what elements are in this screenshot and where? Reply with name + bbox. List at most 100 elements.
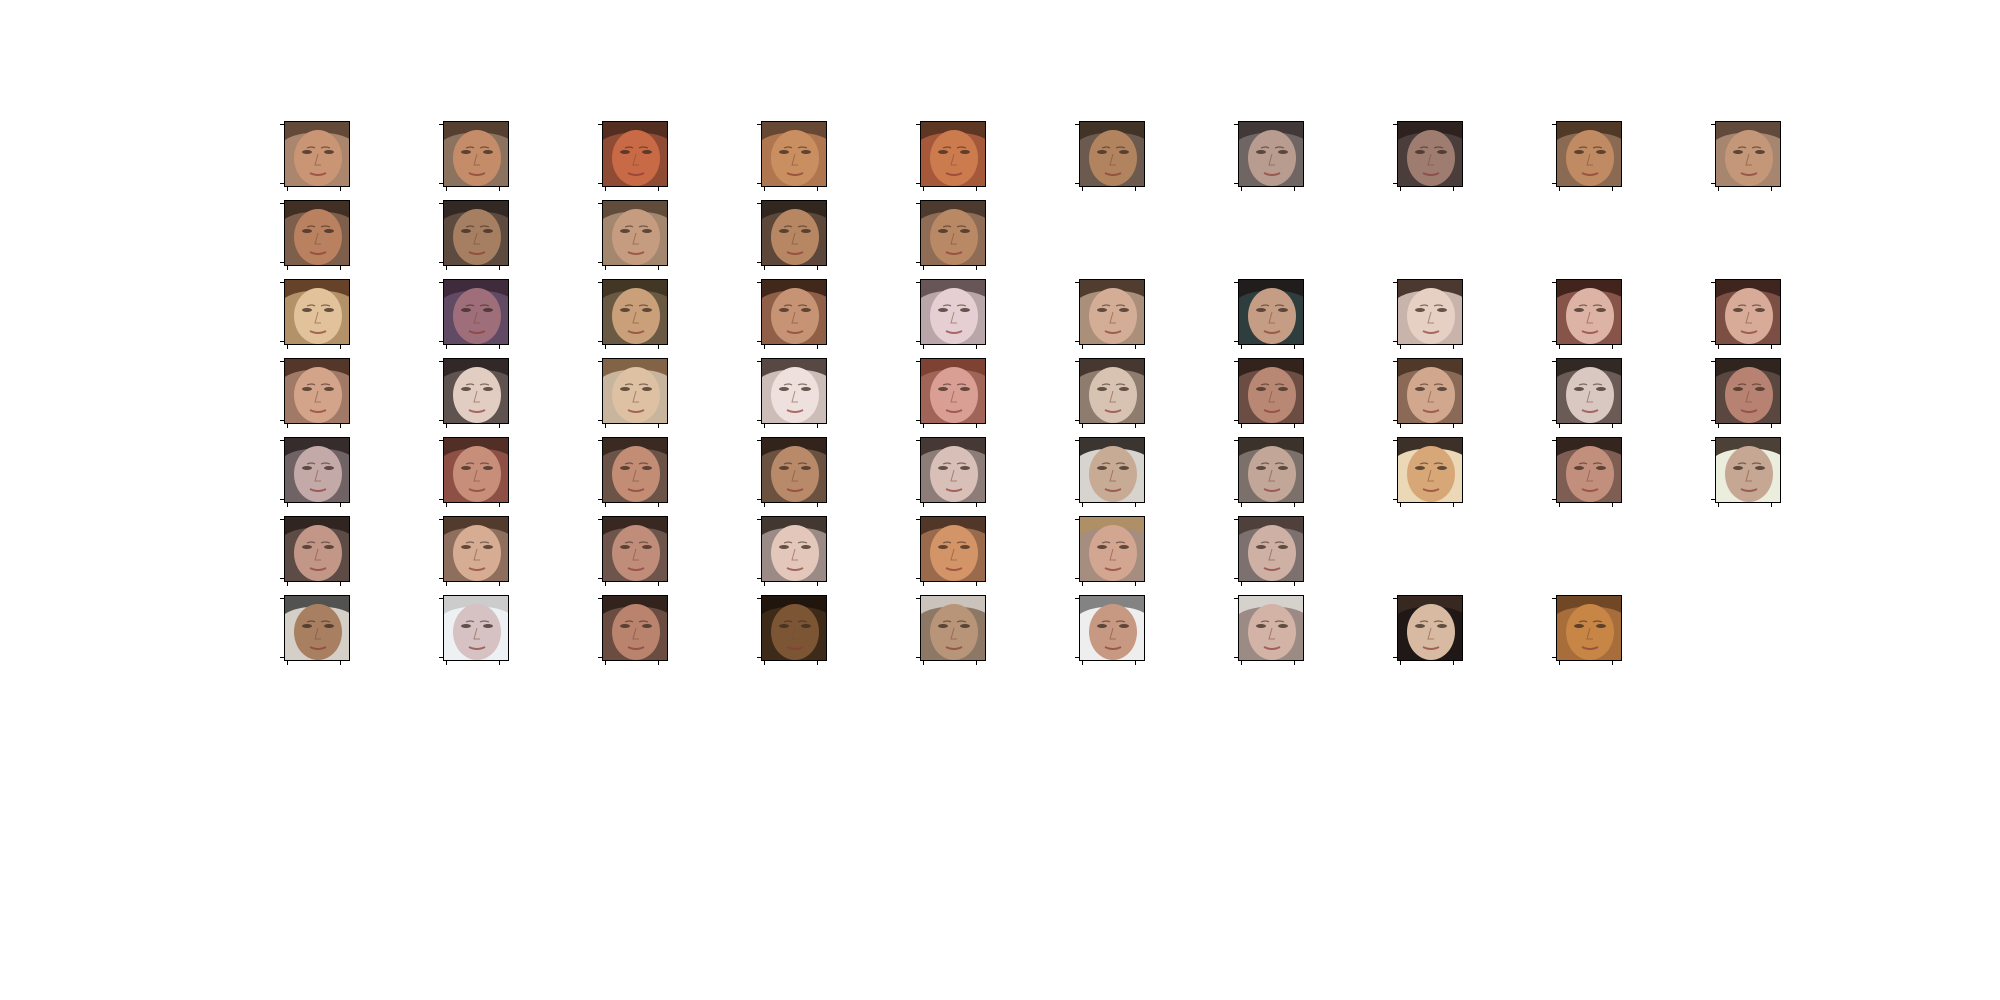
axis-tick (764, 503, 765, 507)
face-image (1239, 596, 1303, 660)
axis-tick (1711, 183, 1715, 184)
axis-tick (1234, 420, 1238, 421)
face-image (444, 517, 508, 581)
axis-tick (1075, 657, 1079, 658)
axis-tick (598, 361, 602, 362)
face-image (603, 596, 667, 660)
axis-tick (1552, 440, 1556, 441)
axis-tick (1082, 661, 1083, 665)
axis-tick (1559, 187, 1560, 191)
axis-tick (1075, 499, 1079, 500)
axis-tick (499, 266, 500, 270)
face-image (444, 596, 508, 660)
face-image (921, 359, 985, 423)
face-thumbnail (1075, 279, 1145, 349)
axis-tick (499, 503, 500, 507)
face-thumbnail (1234, 279, 1304, 349)
axis-tick (923, 503, 924, 507)
face-thumbnail (757, 358, 827, 428)
axis-tick (605, 187, 606, 191)
face-image (921, 517, 985, 581)
axis-tick (757, 341, 761, 342)
axis-tick (923, 661, 924, 665)
axis-tick (1711, 124, 1715, 125)
face-thumbnail (439, 595, 509, 665)
face-image (762, 596, 826, 660)
face-image (1239, 438, 1303, 502)
axis-tick (340, 266, 341, 270)
axis-tick (916, 183, 920, 184)
face-image (1239, 359, 1303, 423)
axis-tick (658, 266, 659, 270)
axis-tick (757, 361, 761, 362)
axis-tick (1393, 499, 1397, 500)
face-image (762, 201, 826, 265)
face-image (762, 438, 826, 502)
face-thumbnail (757, 279, 827, 349)
axis-tick (1612, 345, 1613, 349)
axis-tick (916, 361, 920, 362)
face-thumbnail (598, 516, 668, 586)
axis-tick (1612, 503, 1613, 507)
face-thumbnail (916, 595, 986, 665)
axis-tick (1552, 420, 1556, 421)
axis-tick (280, 420, 284, 421)
axis-tick (1453, 187, 1454, 191)
face-image (762, 517, 826, 581)
face-thumbnail (1393, 595, 1463, 665)
axis-tick (1075, 124, 1079, 125)
face-thumbnail (1393, 358, 1463, 428)
axis-tick (1400, 503, 1401, 507)
axis-tick (499, 661, 500, 665)
face-thumbnail (1552, 121, 1622, 191)
axis-tick (1612, 424, 1613, 428)
axis-tick (605, 661, 606, 665)
face-thumbnail (598, 279, 668, 349)
axis-tick (340, 345, 341, 349)
axis-tick (446, 582, 447, 586)
axis-tick (446, 424, 447, 428)
axis-tick (1135, 582, 1136, 586)
axis-tick (1711, 361, 1715, 362)
face-image (603, 359, 667, 423)
face-thumbnail (1393, 279, 1463, 349)
face-image (603, 122, 667, 186)
axis-tick (1552, 341, 1556, 342)
face-image (1398, 122, 1462, 186)
axis-tick (923, 345, 924, 349)
axis-tick (1294, 424, 1295, 428)
face-thumbnail (280, 516, 350, 586)
face-image (1398, 359, 1462, 423)
axis-tick (340, 503, 341, 507)
axis-tick (439, 341, 443, 342)
axis-tick (1075, 440, 1079, 441)
axis-tick (598, 183, 602, 184)
axis-tick (1612, 187, 1613, 191)
axis-tick (287, 266, 288, 270)
axis-tick (658, 345, 659, 349)
axis-tick (916, 282, 920, 283)
axis-tick (1453, 503, 1454, 507)
axis-tick (764, 187, 765, 191)
axis-tick (817, 266, 818, 270)
axis-tick (1393, 598, 1397, 599)
axis-tick (340, 187, 341, 191)
axis-tick (976, 266, 977, 270)
face-image (1557, 122, 1621, 186)
face-thumbnail (1234, 121, 1304, 191)
axis-tick (598, 440, 602, 441)
axis-tick (658, 582, 659, 586)
axis-tick (1612, 661, 1613, 665)
axis-tick (1082, 345, 1083, 349)
axis-tick (598, 598, 602, 599)
face-image (1557, 438, 1621, 502)
face-image (1080, 517, 1144, 581)
face-thumbnail (1552, 595, 1622, 665)
face-thumbnail (1075, 358, 1145, 428)
face-image (1239, 280, 1303, 344)
axis-tick (916, 262, 920, 263)
axis-tick (340, 582, 341, 586)
axis-tick (757, 183, 761, 184)
axis-tick (1453, 424, 1454, 428)
face-thumbnail (280, 595, 350, 665)
